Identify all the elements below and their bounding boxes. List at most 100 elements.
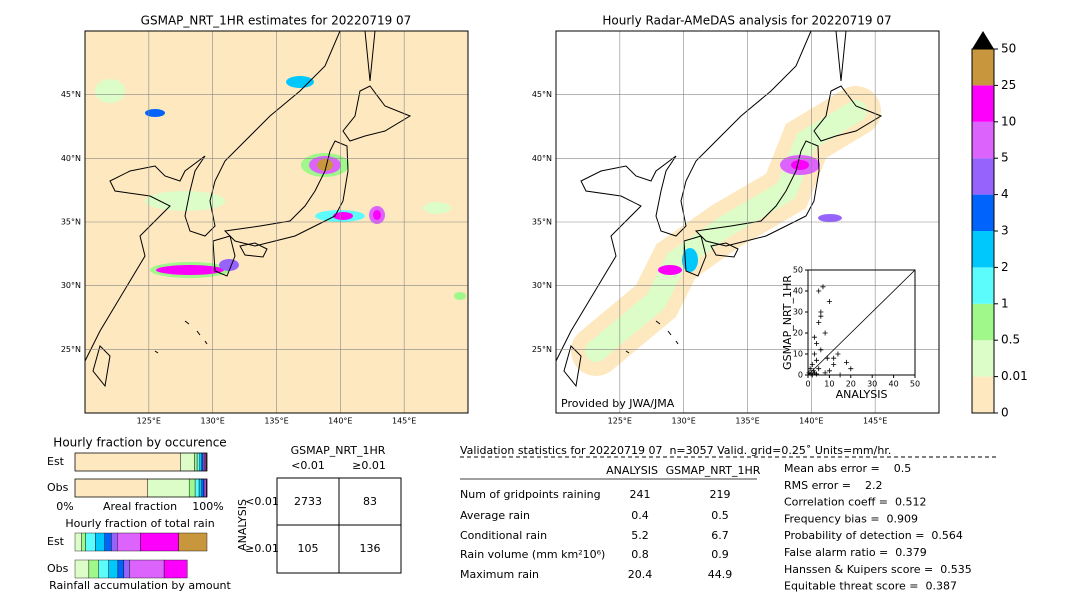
x-tick-label: 145°E bbox=[392, 417, 416, 426]
y-tick-label: 40°N bbox=[532, 154, 552, 163]
y-tick-label: 40 bbox=[793, 287, 803, 296]
fraction-segment bbox=[123, 559, 130, 579]
x-tick-label: 20 bbox=[846, 380, 856, 389]
x-tick-label: 135°E bbox=[264, 417, 288, 426]
colorbar-segment bbox=[972, 303, 994, 341]
x-tick-label: 10 bbox=[824, 380, 834, 389]
colorbar-segment bbox=[972, 49, 994, 86]
colorbar-label: 3 bbox=[1001, 224, 1009, 238]
point bbox=[809, 372, 815, 378]
point bbox=[831, 362, 837, 367]
right-map-title: Hourly Radar-AMeDAS analysis for 2022071… bbox=[602, 14, 891, 28]
point bbox=[808, 371, 814, 377]
point bbox=[809, 362, 815, 367]
y-tick-label: 40°N bbox=[61, 154, 81, 163]
rain-xlabel: Rainfall accumulation by amount bbox=[49, 579, 231, 592]
fraction-segment bbox=[117, 559, 125, 579]
fraction-segment bbox=[147, 478, 190, 498]
x-tick-label: 125°E bbox=[608, 417, 632, 426]
fraction-segment bbox=[188, 478, 196, 498]
colorbar-label: 50 bbox=[1001, 42, 1016, 56]
bar-frame bbox=[74, 452, 208, 472]
fraction-segment bbox=[85, 532, 96, 552]
point bbox=[807, 366, 813, 372]
fraction-segment bbox=[74, 532, 82, 552]
fraction-segment bbox=[111, 532, 118, 552]
ct-row: <0.01 bbox=[245, 495, 279, 508]
rain-title: Hourly fraction of total rain bbox=[65, 517, 214, 530]
ct-col: ≥0.01 bbox=[352, 459, 386, 472]
point bbox=[824, 355, 830, 361]
score: Equitable threat score = 0.387 bbox=[784, 580, 957, 593]
point bbox=[844, 359, 850, 365]
fraction-segment bbox=[180, 452, 195, 472]
colorbar-segment bbox=[972, 267, 994, 304]
fraction-segment bbox=[98, 559, 109, 579]
fraction-segment bbox=[108, 559, 119, 579]
colorbar-label: 0.5 bbox=[1001, 333, 1020, 347]
point bbox=[816, 288, 822, 294]
left-map-title: GSMAP_NRT_1HR estimates for 20220719 07 bbox=[141, 14, 412, 28]
y-tick-label: 25°N bbox=[532, 345, 552, 354]
occ-xlabel: Areal fraction bbox=[103, 500, 177, 513]
map-frame bbox=[84, 30, 469, 414]
inset-bg bbox=[786, 262, 936, 402]
fraction-segment bbox=[163, 559, 188, 579]
row-label: Obs bbox=[47, 481, 69, 494]
stat-value: 0.5 bbox=[711, 509, 729, 522]
point bbox=[831, 355, 837, 361]
point bbox=[822, 330, 828, 336]
x-tick-label: 140°E bbox=[799, 417, 823, 426]
y-tick-label: 45°N bbox=[61, 90, 81, 99]
point bbox=[810, 368, 816, 374]
ct-cell: 2733 bbox=[294, 495, 322, 508]
fraction-segment bbox=[194, 478, 200, 498]
score: RMS error = 2.2 bbox=[784, 479, 882, 492]
fraction-segment bbox=[198, 478, 202, 498]
bar-frame bbox=[74, 478, 208, 498]
x-tick-label: 40 bbox=[889, 380, 899, 389]
x-tick-label: 100% bbox=[192, 500, 223, 513]
x-tick-label: 125°E bbox=[137, 417, 161, 426]
fraction-segment bbox=[74, 559, 90, 579]
point bbox=[837, 372, 843, 378]
stat-label: Num of gridpoints raining bbox=[460, 488, 601, 501]
stat-value: 0.4 bbox=[631, 509, 649, 522]
fraction-segment bbox=[88, 559, 99, 579]
y-tick-label: 20 bbox=[793, 329, 803, 338]
y-tick-label: 50 bbox=[793, 266, 803, 275]
x-tick-label: 140°E bbox=[328, 417, 352, 426]
y-tick-label: 25°N bbox=[61, 345, 81, 354]
fraction-segment bbox=[194, 452, 198, 472]
score: False alarm ratio = 0.379 bbox=[784, 546, 927, 559]
diagonal bbox=[807, 269, 916, 376]
colorbar-label: 10 bbox=[1001, 114, 1016, 128]
fraction-segment bbox=[95, 532, 105, 552]
stat-label: Rain volume (mm km²10⁶) bbox=[460, 548, 605, 561]
point bbox=[814, 371, 820, 377]
point bbox=[826, 368, 832, 374]
point bbox=[820, 284, 826, 290]
stat-value: 0.9 bbox=[711, 548, 729, 561]
x-tick-label: 0% bbox=[56, 500, 73, 513]
point bbox=[811, 370, 817, 376]
fraction-segment bbox=[74, 478, 148, 498]
fraction-segment bbox=[199, 452, 202, 472]
y-tick-label: 35°N bbox=[532, 218, 552, 227]
ct-cell: 136 bbox=[360, 542, 381, 555]
fraction-segment bbox=[178, 532, 208, 552]
point bbox=[814, 357, 820, 363]
point bbox=[811, 334, 817, 340]
colorbar-label: 25 bbox=[1001, 78, 1016, 92]
colorbar-segment bbox=[972, 376, 994, 413]
y-axis-label: GSMAP_NRT_1HR bbox=[781, 275, 794, 370]
x-tick-label: 135°E bbox=[735, 417, 759, 426]
stat-label: Maximum rain bbox=[460, 568, 539, 581]
fraction-segment bbox=[104, 532, 112, 552]
val-col: GSMAP_NRT_1HR bbox=[666, 464, 761, 477]
point bbox=[818, 309, 824, 315]
point bbox=[806, 370, 812, 376]
x-tick-label: 0 bbox=[805, 380, 810, 389]
inset-frame bbox=[807, 269, 916, 376]
